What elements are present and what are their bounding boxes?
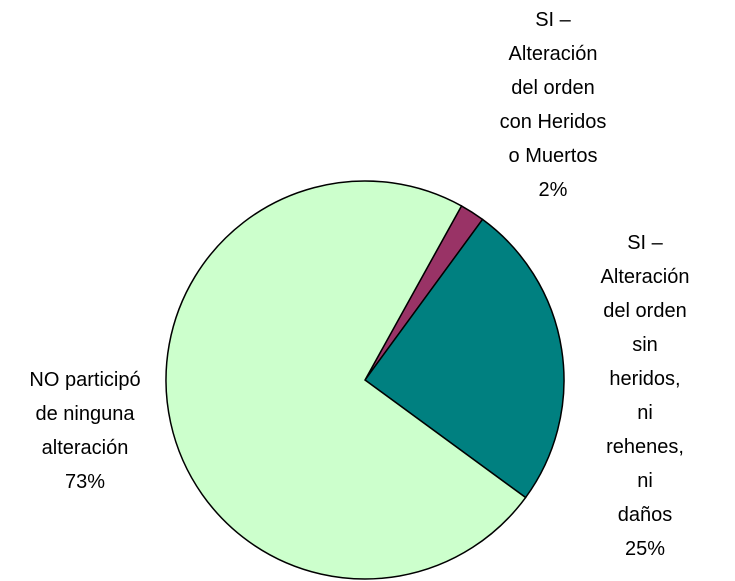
slice-label: NO participó de ninguna alteración 73% xyxy=(29,363,140,499)
value-label: 25% xyxy=(624,538,666,560)
value-label: 73% xyxy=(64,471,106,493)
slice-label: SI – Alteración del orden sin heridos, n… xyxy=(600,226,690,566)
category-label: SI – Alteración del orden con Heridos o … xyxy=(499,9,607,167)
value-label: 2% xyxy=(538,179,568,201)
slice-label: SI – Alteración del orden con Heridos o … xyxy=(500,3,607,207)
category-label: NO participó de ninguna alteración xyxy=(29,369,141,459)
pie-slice xyxy=(363,218,565,499)
pie-slice xyxy=(165,180,527,580)
category-label: SI – Alteración del orden sin heridos, n… xyxy=(600,232,690,526)
